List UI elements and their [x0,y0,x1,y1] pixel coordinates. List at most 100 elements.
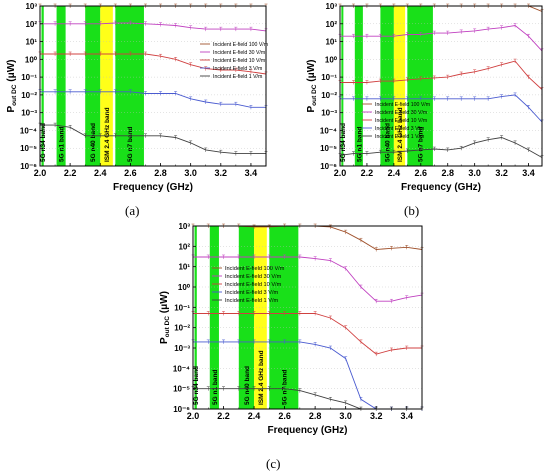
series-line-2 [340,60,543,90]
series-line-1 [40,22,267,32]
y-tick-label: 10³ [25,2,37,11]
x-tick-label: 2.8 [441,168,454,178]
y-tick-label: 10⁻³ [321,109,337,118]
series-line-1 [340,25,543,52]
band-label-2: 5G n40 band [385,123,392,162]
band-label-3: ISM 2.4 GHz band [258,350,265,405]
y-tick-label: 10⁰ [325,55,338,64]
x-tick-label: 3.2 [495,168,508,178]
band-label-0: 5G n34 band [40,123,47,162]
series-line-3 [40,91,266,108]
x-axis-label: Frequency (GHz) [267,425,347,436]
x-tick-label: 2.0 [187,411,200,421]
y-tick-label: 10³ [325,2,337,11]
band-4 [269,226,299,409]
y-tick-label: 10⁰ [25,55,38,64]
legend-label-1: Incident E-field 30 V/m [213,50,265,56]
y-tick-label: 10⁻⁵ [173,385,190,394]
y-tick-label: 10⁻⁴ [20,126,37,135]
x-tick-label: 2.4 [388,168,401,178]
band-label-2: 5G n40 band [244,366,251,405]
x-tick-label: 3.4 [522,168,535,178]
band-label-3: ISM 2.4 GHz band [397,107,404,162]
legend-label-1: Incident E-field 30 V/m [225,274,282,280]
legend-label-2: Incident E-field 10 V/m [225,282,282,288]
y-tick-label: 10⁻² [321,91,337,100]
band-label-0: 5G n34 band [340,123,347,162]
plot-frame [39,5,267,167]
band-label-1: 5G n1 band [59,127,66,162]
legend-label-1: Incident E-field 30 V/m [375,110,427,116]
legend: Incident E-field 100 V/m Incident E-field… [200,42,268,80]
x-tick-label: 2.6 [415,168,428,178]
band-3 [100,6,113,166]
y-axis-label: Pout DC (μW) [6,60,18,113]
band-1 [354,6,363,166]
plot-frame [339,5,543,167]
band-0 [194,226,197,409]
series-line-3 [340,94,543,123]
x-tick-label: 3.2 [370,411,383,421]
series-line-2 [40,53,267,75]
legend-label-0: Incident E-field 100 V/m [213,42,268,48]
legend-label-3: Incident E-field 3 V/m [375,126,424,132]
legend-label-4: Incident E-field 1 V/m [225,298,279,304]
x-tick-label: 2.8 [309,411,322,421]
band-3 [254,226,267,409]
band-label-4: 5G n7 band [418,127,425,162]
legend-label-3: Incident E-field 3 V/m [213,66,262,72]
y-tick-label: 10⁻¹ [321,73,337,82]
x-tick-label: 2.4 [94,168,107,178]
x-tick-label: 2.8 [154,168,167,178]
chart-panel-2: 5G n34 band 5G n1 band 5G n40 band ISM 2.4 … [159,222,424,436]
chart-panel-1: 5G n34 band 5G n1 band 5G n40 band ISM 2.4 … [306,2,544,193]
band-2 [85,6,101,166]
y-tick-label: 10¹ [25,38,37,47]
band-label-1: 5G n1 band [356,127,363,162]
band-label-1: 5G n1 band [212,370,219,405]
band-1 [56,6,66,166]
legend-label-3: Incident E-field 3 V/m [225,290,279,296]
y-tick-label: 10⁻⁵ [20,144,37,153]
band-2 [380,6,394,166]
panel-a-caption: (a) [125,203,140,218]
band-3 [393,6,406,166]
band-label-0: 5G n34 band [193,366,200,405]
legend-label-2: Incident E-field 10 V/m [213,58,265,64]
x-tick-label: 2.2 [217,411,230,421]
legend: Incident E-field 100 V/m Incident E-field… [212,266,285,304]
y-tick-label: 10⁻³ [21,109,37,118]
y-tick-label: 10² [178,242,190,251]
y-tick-label: 10⁻⁴ [320,126,337,135]
x-tick-label: 3.0 [339,411,352,421]
y-tick-label: 10⁻⁴ [173,364,190,373]
x-tick-label: 2.4 [248,411,261,421]
x-tick-label: 3.4 [245,168,258,178]
band-0 [41,6,44,166]
y-tick-label: 10⁻² [174,324,190,333]
band-label-4: 5G n7 band [127,127,134,162]
legend-label-4: Incident E-field 1 V/m [213,74,262,80]
series-line-4 [339,137,543,158]
y-tick-label: 10⁻¹ [174,303,190,312]
x-tick-label: 3.0 [184,168,197,178]
plot-area [193,226,422,409]
x-tick-label: 3.0 [468,168,481,178]
x-tick-label: 2.0 [334,168,347,178]
x-tick-label: 2.6 [278,411,291,421]
y-tick-label: 10⁻¹ [21,73,37,82]
legend-label-0: Incident E-field 100 V/m [375,102,430,108]
series-line-4 [40,124,266,155]
x-tick-label: 3.4 [400,411,413,421]
x-axis-label: Frequency (GHz) [401,182,481,193]
y-tick-label: 10¹ [325,38,337,47]
y-tick-label: 10⁻² [21,91,37,100]
band-label-2: 5G n40 band [90,123,97,162]
y-tick-label: 10⁰ [178,283,191,292]
band-4 [115,6,144,166]
legend-label-2: Incident E-field 10 V/m [375,118,427,124]
y-tick-label: 10² [25,20,37,29]
y-tick-label: 10⁻⁶ [173,405,190,414]
x-tick-label: 3.2 [215,168,228,178]
